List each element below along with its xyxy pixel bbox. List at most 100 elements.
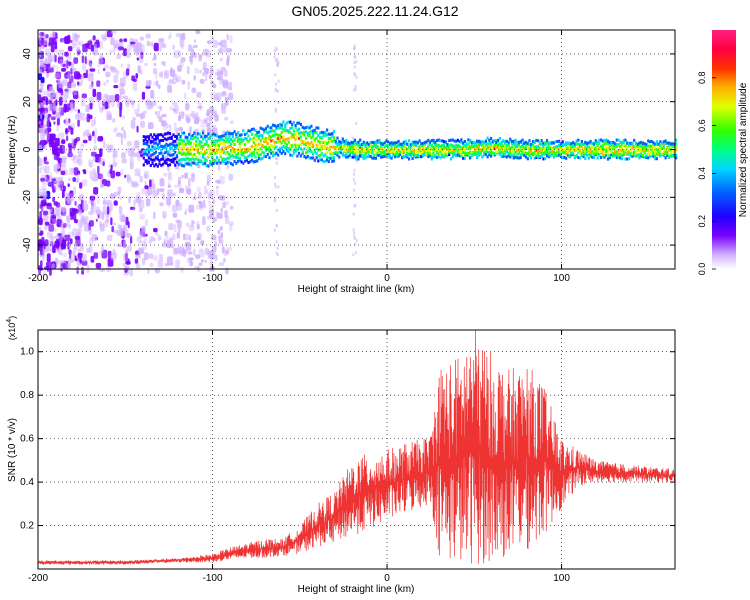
- spectrogram-ridge-cell: [292, 133, 295, 137]
- spectrogram-ridge-cell: [441, 150, 444, 154]
- spectrogram-ridge-cell: [589, 150, 592, 154]
- spectrogram-noise-cell: [354, 251, 357, 255]
- spectrogram-noise-cell: [153, 42, 159, 52]
- spectrogram-noise-cell: [49, 86, 53, 92]
- spectrogram-noise-cell: [210, 91, 216, 101]
- spectrogram-ridge-cell: [577, 138, 580, 142]
- spectrogram-noise-cell: [274, 199, 276, 203]
- spectrogram-noise-cell: [198, 54, 202, 62]
- spectrogram-noise-cell: [56, 118, 60, 126]
- spectrogram-noise-cell: [224, 201, 230, 206]
- spectrogram-ridge-cell: [151, 153, 154, 157]
- spectrogram-ridge-cell: [573, 149, 576, 153]
- spectrogram-noise-cell: [148, 122, 154, 130]
- spectrogram-noise-cell: [220, 232, 224, 239]
- spectrogram-ridge-cell: [638, 156, 641, 160]
- spectrogram-ridge-cell: [435, 151, 439, 155]
- spectrogram-ridge-cell: [240, 153, 243, 157]
- spectrogram-ridge-cell: [463, 144, 466, 148]
- spectrogram-ridge-cell: [203, 161, 206, 165]
- spectrogram-noise-cell: [139, 36, 145, 41]
- spectrogram-ridge-cell: [456, 153, 459, 157]
- spectrogram-ridge-cell: [343, 144, 346, 148]
- spectrogram-noise-cell: [40, 107, 43, 113]
- spectrogram-ridge-cell: [554, 145, 557, 149]
- spectrogram-ridge-cell: [545, 141, 549, 145]
- spectrogram-ridge-cell: [486, 142, 489, 146]
- spectrogram-ridge-cell: [284, 152, 287, 156]
- spectrogram-ridge-cell: [329, 137, 332, 140]
- spectrogram-noise-cell: [47, 116, 50, 123]
- spectrogram-ridge-cell: [509, 150, 512, 154]
- spectrogram-ridge-cell: [221, 160, 224, 163]
- spectrogram-noise-cell: [54, 41, 58, 50]
- spectrogram-ridge-cell: [593, 151, 596, 155]
- spectrogram-noise-cell: [112, 161, 118, 167]
- spectrogram-noise-cell: [92, 156, 96, 162]
- spectrogram-noise-cell: [140, 115, 144, 120]
- spectrogram-ridge-cell: [617, 143, 620, 147]
- spectrogram-noise-cell: [112, 251, 117, 259]
- spectrogram-noise-cell: [116, 53, 122, 60]
- spectrogram-noise-cell: [226, 33, 229, 41]
- spectrogram-ridge-cell: [512, 156, 515, 160]
- spectrogram-ridge-cell: [545, 139, 549, 143]
- spectrogram-ridge-cell: [223, 134, 226, 138]
- spectrogram-ridge-cell: [374, 151, 377, 155]
- spectrogram-ridge-cell: [570, 146, 573, 150]
- spectrogram-ridge-cell: [406, 151, 409, 155]
- spectrogram-noise-cell: [166, 243, 173, 248]
- spectrogram-ridge-cell: [305, 141, 308, 145]
- spectrogram-noise-cell: [182, 111, 185, 117]
- spectrogram-noise-cell: [42, 90, 48, 96]
- spectrogram-ridge-cell: [605, 145, 608, 149]
- spectrogram-ridge-cell: [460, 148, 463, 152]
- spectrogram-ridge-cell: [277, 126, 280, 130]
- spectrogram-noise-cell: [186, 257, 191, 263]
- spectrogram-ridge-cell: [256, 131, 259, 135]
- spectrogram-noise-cell: [220, 66, 226, 72]
- spectrogram-ridge-cell: [334, 147, 337, 151]
- spectrogram-ridge-cell: [615, 145, 618, 149]
- spectrogram-ridge-cell: [434, 140, 437, 144]
- spectrogram-ridge-cell: [224, 162, 227, 166]
- spectrogram-noise-cell: [137, 202, 141, 207]
- spectrogram-ridge-cell: [514, 138, 517, 142]
- spectrogram-noise-cell: [38, 217, 43, 226]
- spectrogram-noise-cell: [87, 103, 90, 112]
- spectrogram-noise-cell: [150, 41, 154, 47]
- spectrogram-noise-cell: [183, 250, 187, 254]
- spectrogram-noise-cell: [64, 119, 70, 126]
- spectrogram-ridge-cell: [516, 149, 519, 153]
- spectrogram-noise-cell: [62, 157, 67, 164]
- spectrogram-ridge-cell: [575, 142, 578, 146]
- spectrogram-ridge-cell: [524, 146, 528, 149]
- spectrogram-ridge-cell: [298, 151, 301, 155]
- spectrogram-ridge-cell: [579, 144, 582, 148]
- spectrogram-noise-cell: [172, 212, 178, 218]
- spectrogram-noise-cell: [132, 82, 138, 91]
- spectrogram-noise-cell: [206, 174, 211, 183]
- spectrogram-ridge-cell: [530, 156, 533, 160]
- spectrogram-noise-cell: [219, 57, 223, 62]
- spectrogram-ridge-cell: [195, 147, 198, 151]
- spectrogram-ridge-cell: [219, 142, 222, 145]
- spectrogram-noise-cell: [142, 233, 148, 237]
- spectrogram-noise-cell: [229, 224, 233, 232]
- spectrogram-noise-cell: [203, 185, 207, 190]
- spectrogram-noise-cell: [354, 237, 357, 240]
- spectrogram-ridge-cell: [381, 147, 384, 151]
- spectrogram-ridge-cell: [570, 142, 573, 146]
- spectrogram-noise-cell: [145, 80, 151, 87]
- spectrogram-noise-cell: [113, 191, 117, 198]
- spectrogram-noise-cell: [40, 76, 45, 84]
- spectrogram-ridge-cell: [285, 121, 288, 125]
- spectrogram-noise-cell: [195, 30, 201, 34]
- spectrogram-noise-cell: [204, 188, 209, 195]
- spectrogram-ridge-cell: [572, 151, 575, 155]
- spectrogram-ridge-cell: [565, 156, 568, 160]
- spectrogram-noise-cell: [167, 181, 170, 189]
- spectrogram-ridge-cell: [556, 153, 559, 157]
- spectrogram-ridge-cell: [191, 137, 194, 141]
- spectrogram-ridge-cell: [245, 137, 248, 141]
